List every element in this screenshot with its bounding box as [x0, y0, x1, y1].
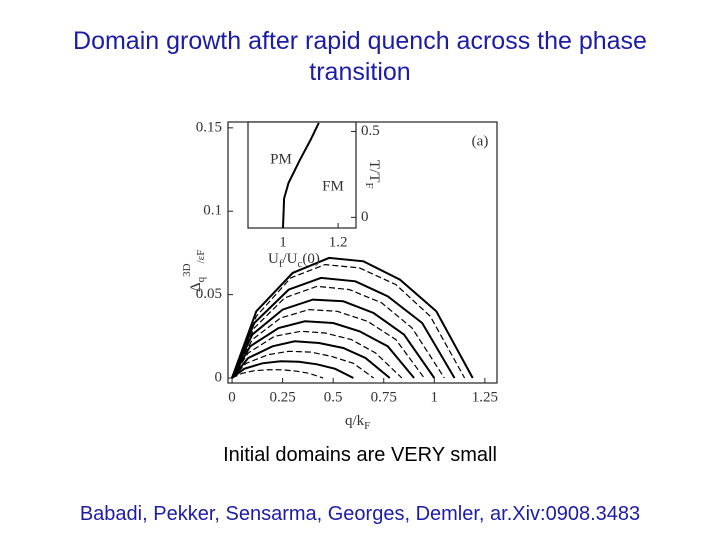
- axis-label-part: c: [298, 258, 303, 270]
- plot-frame: [227, 121, 498, 384]
- axis-label-part: /U: [283, 251, 298, 267]
- line-series: [231, 369, 324, 379]
- axis-label-part: T/T: [366, 160, 382, 183]
- line-series: [231, 320, 415, 379]
- axis-label: Uf/Uc(0): [268, 251, 320, 269]
- region-label: PM: [270, 151, 292, 167]
- axis-label-part: F: [195, 250, 207, 256]
- axis-label-part: F: [363, 183, 375, 189]
- axis-label: T/TF: [363, 160, 381, 189]
- x-tick-label: 0.75: [371, 389, 397, 405]
- axis-label-part: f: [279, 258, 283, 270]
- axis-label-part: /ε: [195, 255, 207, 263]
- slide-title: Domain growth after rapid quench across …: [73, 27, 647, 86]
- axis-label-part: q: [195, 276, 207, 282]
- axis-label-part: 3D: [181, 263, 193, 277]
- x-tick-label: 0.25: [269, 389, 295, 405]
- line-series: [231, 340, 391, 379]
- annotation: (a): [472, 133, 489, 149]
- axis-label-part: F: [364, 420, 370, 432]
- line-series: [231, 330, 403, 379]
- line-series: [231, 350, 374, 379]
- line-series: [231, 263, 466, 379]
- line-series: [231, 285, 445, 379]
- plot-frame: [247, 121, 357, 229]
- y-tick-label: 0: [361, 209, 369, 225]
- axis-label-part: U: [268, 251, 279, 267]
- x-tick-label: 1.2: [329, 234, 348, 250]
- line-series: [231, 276, 456, 379]
- axis-label-part: (0): [302, 251, 320, 267]
- citation: Babadi, Pekker, Sensarma, Georges, Demle…: [79, 503, 641, 525]
- y-tick-label: 0.15: [196, 119, 222, 135]
- x-tick-label: 0.5: [324, 389, 343, 405]
- axis-label: q/kF: [345, 413, 370, 431]
- y-tick-label: 0: [215, 369, 223, 385]
- axis-label-part: q/k: [345, 413, 365, 429]
- axis-label: Δq3D/εF: [181, 250, 207, 292]
- x-tick-label: 1: [279, 234, 287, 250]
- region-label: FM: [322, 178, 344, 194]
- x-tick-label: 1.25: [472, 389, 498, 405]
- caption: Initial domains are VERY small: [223, 444, 497, 466]
- line-series: [231, 298, 436, 379]
- y-tick-label: 0.1: [203, 203, 222, 219]
- line-series: [282, 122, 320, 228]
- axis-label-part: Δ: [188, 282, 204, 292]
- y-tick-label: 0.05: [196, 286, 222, 302]
- line-series: [231, 308, 425, 379]
- y-tick-label: 0.5: [361, 123, 380, 139]
- x-tick-label: 0: [228, 389, 236, 405]
- x-tick-label: 1: [431, 389, 439, 405]
- line-series: [231, 256, 474, 379]
- line-series: [231, 360, 354, 379]
